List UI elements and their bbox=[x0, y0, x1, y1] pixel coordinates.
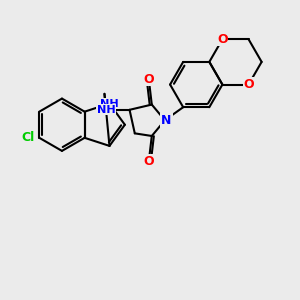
Text: O: O bbox=[217, 33, 228, 46]
Text: O: O bbox=[143, 155, 154, 168]
Text: N: N bbox=[161, 114, 172, 127]
Text: NH: NH bbox=[97, 105, 116, 115]
Text: O: O bbox=[243, 78, 254, 91]
Text: O: O bbox=[143, 73, 154, 86]
Text: NH: NH bbox=[100, 99, 119, 109]
Text: Cl: Cl bbox=[22, 131, 35, 144]
